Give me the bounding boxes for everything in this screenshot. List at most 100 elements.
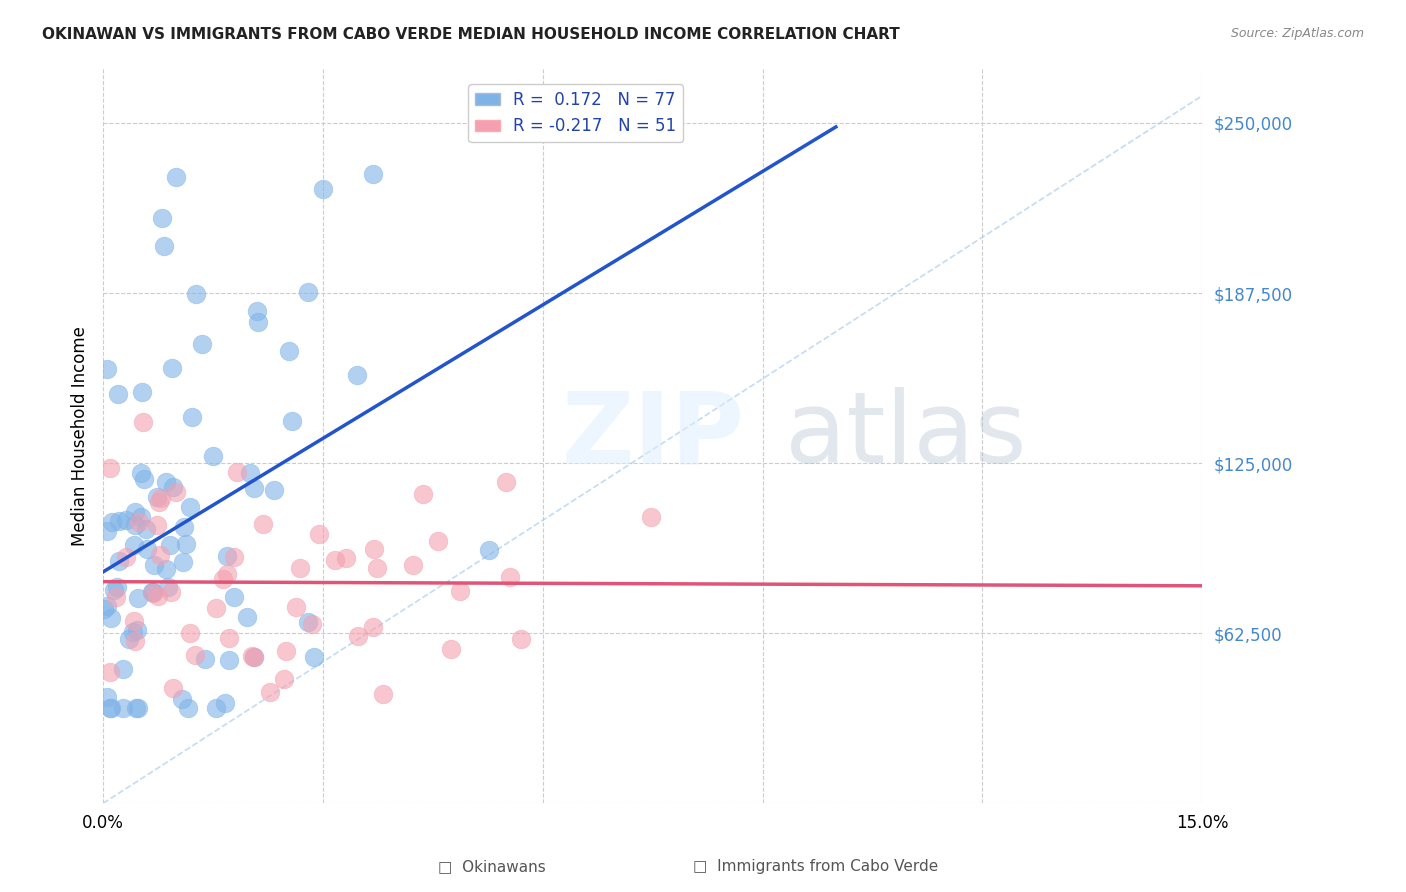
Point bbox=[246, 303, 269, 318]
Point bbox=[149, 549, 172, 563]
Point bbox=[131, 415, 153, 429]
Point bbox=[136, 541, 159, 556]
Point bbox=[222, 549, 245, 564]
Point bbox=[278, 344, 301, 359]
Point bbox=[252, 516, 274, 531]
Point bbox=[114, 512, 136, 526]
Point bbox=[105, 580, 128, 594]
Point bbox=[495, 475, 517, 490]
Point bbox=[222, 590, 245, 604]
Point bbox=[179, 626, 201, 640]
Point bbox=[179, 500, 201, 514]
Point bbox=[226, 465, 249, 479]
Point bbox=[402, 558, 425, 572]
Point bbox=[308, 527, 330, 541]
Point bbox=[129, 510, 152, 524]
Point bbox=[111, 662, 134, 676]
Point bbox=[96, 599, 118, 613]
Point bbox=[96, 690, 118, 704]
Point bbox=[135, 522, 157, 536]
Point bbox=[640, 509, 662, 524]
Point bbox=[361, 167, 384, 181]
Point bbox=[281, 414, 304, 428]
Point bbox=[288, 561, 311, 575]
Point bbox=[312, 181, 335, 195]
Point bbox=[427, 534, 450, 549]
Point bbox=[98, 461, 121, 475]
Point bbox=[155, 475, 177, 489]
Point bbox=[346, 368, 368, 383]
Point bbox=[273, 672, 295, 686]
Point bbox=[141, 584, 163, 599]
Point bbox=[96, 524, 118, 538]
Point bbox=[127, 591, 149, 605]
Point bbox=[145, 490, 167, 504]
Point bbox=[412, 487, 434, 501]
Point bbox=[124, 634, 146, 648]
Legend: R =  0.172   N = 77, R = -0.217   N = 51: R = 0.172 N = 77, R = -0.217 N = 51 bbox=[468, 84, 683, 142]
Point bbox=[122, 537, 145, 551]
Point bbox=[162, 681, 184, 696]
Point bbox=[104, 591, 127, 605]
Point bbox=[146, 518, 169, 533]
Point bbox=[301, 617, 323, 632]
Point bbox=[302, 649, 325, 664]
Point bbox=[239, 467, 262, 481]
Point bbox=[150, 491, 173, 505]
Point bbox=[172, 555, 194, 569]
Point bbox=[165, 484, 187, 499]
Text: Source: ZipAtlas.com: Source: ZipAtlas.com bbox=[1230, 27, 1364, 40]
Point bbox=[124, 614, 146, 628]
Point bbox=[143, 558, 166, 573]
Point bbox=[129, 466, 152, 480]
Point bbox=[440, 641, 463, 656]
Point bbox=[125, 701, 148, 715]
Point bbox=[100, 701, 122, 715]
Point bbox=[142, 586, 165, 600]
Point bbox=[108, 514, 131, 528]
Point bbox=[156, 580, 179, 594]
Text: OKINAWAN VS IMMIGRANTS FROM CABO VERDE MEDIAN HOUSEHOLD INCOME CORRELATION CHART: OKINAWAN VS IMMIGRANTS FROM CABO VERDE M… bbox=[42, 27, 900, 42]
Text: □  Immigrants from Cabo Verde: □ Immigrants from Cabo Verde bbox=[693, 859, 938, 874]
Point bbox=[176, 537, 198, 551]
Point bbox=[347, 629, 370, 643]
Point bbox=[124, 505, 146, 519]
Point bbox=[93, 602, 115, 616]
Point bbox=[361, 620, 384, 634]
Point bbox=[247, 315, 270, 329]
Point bbox=[173, 520, 195, 534]
Point bbox=[100, 701, 122, 715]
Point bbox=[181, 409, 204, 424]
Point bbox=[509, 632, 531, 646]
Point bbox=[190, 337, 212, 351]
Point bbox=[98, 665, 121, 679]
Point bbox=[284, 600, 307, 615]
Point bbox=[134, 472, 156, 486]
Point bbox=[371, 688, 394, 702]
Point bbox=[125, 623, 148, 637]
Point bbox=[217, 566, 239, 581]
Point bbox=[215, 549, 238, 563]
Text: atlas: atlas bbox=[785, 387, 1026, 484]
Point bbox=[122, 625, 145, 640]
Point bbox=[100, 515, 122, 529]
Point bbox=[263, 483, 285, 498]
Point bbox=[107, 387, 129, 401]
Point bbox=[243, 650, 266, 665]
Point bbox=[202, 449, 225, 463]
Point bbox=[124, 517, 146, 532]
Point bbox=[117, 632, 139, 646]
Point bbox=[96, 362, 118, 376]
Point bbox=[363, 542, 385, 557]
Point bbox=[184, 287, 207, 301]
Point bbox=[242, 649, 264, 664]
Point bbox=[243, 482, 266, 496]
Point bbox=[142, 584, 165, 599]
Point bbox=[274, 644, 297, 658]
Point bbox=[115, 550, 138, 565]
Point bbox=[218, 652, 240, 666]
Point bbox=[176, 701, 198, 715]
Text: ZIP: ZIP bbox=[561, 387, 744, 484]
Point bbox=[153, 239, 176, 253]
Point bbox=[146, 589, 169, 603]
